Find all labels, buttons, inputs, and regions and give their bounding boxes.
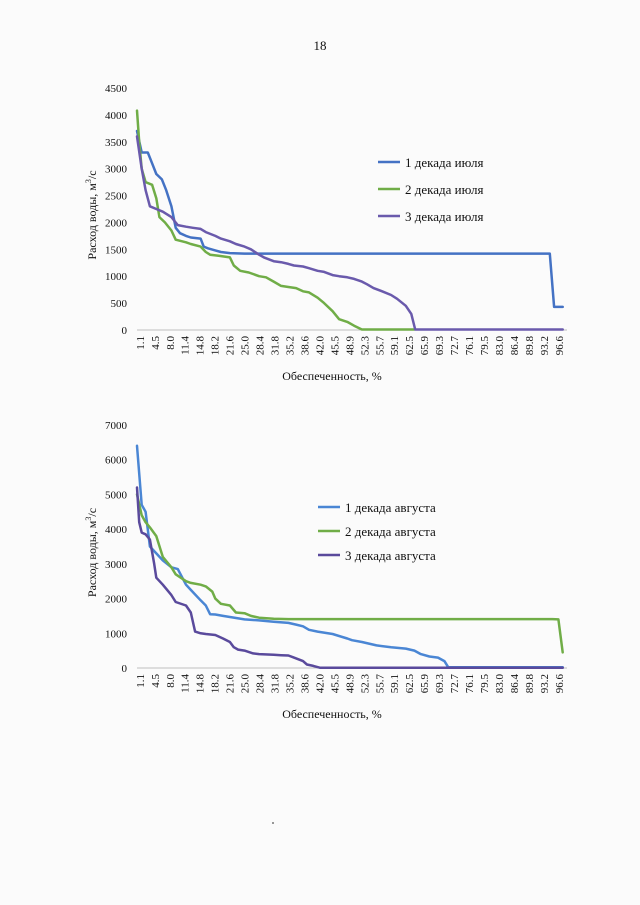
x-tick-label: 28.4 — [255, 674, 267, 694]
x-tick-label: 42.0 — [314, 674, 326, 694]
scan-artifact — [272, 822, 274, 824]
y-tick-label: 1000 — [105, 271, 128, 283]
x-tick-label: 8.0 — [165, 674, 177, 688]
y-tick-label: 6000 — [105, 455, 128, 467]
legend-label: 3 декада августа — [345, 548, 436, 563]
x-tick-label: 35.2 — [284, 674, 296, 693]
x-tick-label: 62.5 — [404, 336, 416, 356]
y-tick-label: 4500 — [105, 83, 128, 95]
x-tick-label: 1.1 — [135, 336, 147, 350]
y-tick-label: 3000 — [105, 559, 128, 571]
y-tick-label: 0 — [122, 663, 128, 675]
series-line-2 — [135, 493, 564, 654]
x-tick-label: 76.1 — [464, 336, 476, 355]
x-tick-label: 14.8 — [195, 336, 207, 356]
x-tick-label: 25.0 — [240, 674, 252, 694]
x-tick-label: 65.9 — [419, 336, 431, 356]
x-tick-label: 8.0 — [165, 336, 177, 350]
y-tick-label: 7000 — [105, 420, 128, 432]
x-tick-label: 96.6 — [554, 674, 566, 694]
x-tick-label: 1.1 — [135, 674, 147, 688]
y-tick-label: 1000 — [105, 628, 128, 640]
x-tick-label: 52.3 — [359, 336, 371, 356]
y-tick-label: 3500 — [105, 137, 128, 149]
x-tick-label: 31.8 — [270, 336, 282, 356]
x-tick-label: 65.9 — [419, 674, 431, 694]
x-axis-title: Обеспеченность, % — [282, 369, 382, 383]
y-tick-label: 2000 — [105, 217, 128, 229]
x-tick-label: 38.6 — [299, 336, 311, 356]
x-tick-label: 79.5 — [479, 674, 491, 694]
x-tick-label: 76.1 — [464, 674, 476, 693]
series-line-2 — [135, 109, 416, 331]
x-tick-label: 89.8 — [524, 336, 536, 356]
series-line-1 — [135, 444, 564, 669]
legend-label: 2 декада июля — [405, 182, 483, 197]
y-tick-label: 500 — [111, 298, 128, 310]
x-tick-label: 45.5 — [329, 336, 341, 356]
x-tick-label: 45.5 — [329, 674, 341, 694]
x-tick-label: 25.0 — [240, 336, 252, 356]
x-tick-label: 83.0 — [494, 335, 506, 355]
y-tick-label: 5000 — [105, 489, 128, 501]
y-tick-label: 2500 — [105, 191, 128, 203]
x-tick-label: 38.6 — [299, 674, 311, 694]
y-tick-label: 4000 — [105, 110, 128, 122]
x-tick-label: 79.5 — [479, 336, 491, 356]
page-number: 18 — [313, 38, 327, 53]
series-line-3 — [135, 486, 564, 669]
y-tick-label: 1500 — [105, 244, 128, 256]
y-tick-label: 0 — [122, 325, 128, 337]
legend-label: 1 декада июля — [405, 155, 483, 170]
x-tick-label: 21.6 — [225, 336, 237, 356]
x-tick-label: 72.7 — [449, 674, 461, 694]
x-tick-label: 86.4 — [509, 674, 521, 694]
x-tick-label: 59.1 — [389, 336, 401, 355]
legend-label: 3 декада июля — [405, 209, 483, 224]
y-tick-label: 2000 — [105, 594, 128, 606]
x-tick-label: 28.4 — [255, 336, 267, 356]
legend-label: 1 декада августа — [345, 500, 436, 515]
x-tick-label: 4.5 — [150, 336, 162, 350]
chart-august: 0 1000 2000 3000 4000 5000 6000 7000 1.1 4.5 8.0 11… — [84, 420, 567, 721]
x-tick-label: 55.7 — [374, 674, 386, 694]
x-tick-label: 21.6 — [225, 674, 237, 694]
x-tick-label: 42.0 — [314, 336, 326, 356]
x-tick-label: 93.2 — [539, 674, 551, 693]
y-axis-title: Расход воды, м3/с — [84, 508, 99, 597]
x-tick-label: 69.3 — [434, 336, 446, 356]
series-line-3 — [135, 135, 564, 331]
series-line-1 — [135, 129, 564, 309]
x-tick-label: 18.2 — [210, 336, 222, 355]
x-tick-label: 31.8 — [270, 674, 282, 694]
x-tick-label: 83.0 — [494, 674, 506, 694]
x-tick-label: 48.9 — [344, 336, 356, 356]
x-tick-label: 96.6 — [554, 336, 566, 356]
x-tick-label: 59.1 — [389, 674, 401, 693]
legend-label: 2 декада августа — [345, 524, 436, 539]
x-tick-label: 69.3 — [434, 674, 446, 694]
x-tick-label: 18.2 — [210, 674, 222, 693]
x-tick-label: 86.4 — [509, 336, 521, 356]
x-tick-label: 11.4 — [180, 674, 192, 693]
x-tick-label: 11.4 — [180, 336, 192, 355]
x-tick-label: 48.9 — [344, 674, 356, 694]
x-tick-label: 93.2 — [539, 336, 551, 355]
y-tick-label: 4000 — [105, 524, 128, 536]
y-tick-label: 3000 — [105, 164, 128, 176]
x-tick-label: 62.5 — [404, 674, 416, 694]
x-tick-label: 89.8 — [524, 674, 536, 694]
x-tick-label: 35.2 — [284, 336, 296, 355]
x-tick-label: 72.7 — [449, 336, 461, 356]
x-axis-title: Обеспеченность, % — [282, 707, 382, 721]
y-axis-title: Расход воды, м3/с — [84, 170, 99, 259]
x-tick-label: 52.3 — [359, 674, 371, 694]
x-tick-label: 55.7 — [374, 336, 386, 356]
x-tick-label: 4.5 — [150, 674, 162, 688]
x-tick-label: 14.8 — [195, 674, 207, 694]
